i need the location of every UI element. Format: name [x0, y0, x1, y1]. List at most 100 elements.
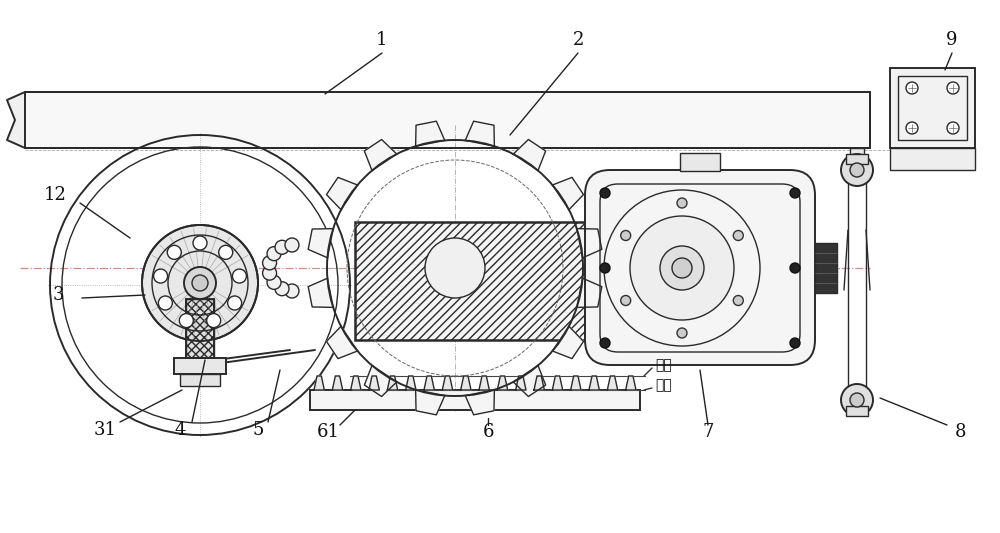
Polygon shape — [424, 376, 434, 390]
Bar — [355, 222, 645, 340]
Circle shape — [660, 246, 704, 290]
Polygon shape — [364, 366, 397, 397]
Polygon shape — [314, 376, 324, 390]
Circle shape — [677, 328, 687, 338]
Bar — [180, 374, 220, 386]
Text: 61: 61 — [316, 423, 340, 441]
Bar — [680, 153, 720, 171]
Circle shape — [621, 295, 631, 305]
Circle shape — [733, 295, 743, 305]
Circle shape — [790, 338, 800, 348]
Circle shape — [906, 82, 918, 94]
Circle shape — [790, 263, 800, 273]
Polygon shape — [326, 326, 358, 359]
Circle shape — [850, 393, 864, 407]
Text: 1: 1 — [376, 31, 388, 49]
Circle shape — [263, 266, 277, 280]
Text: 轨面: 轨面 — [655, 378, 672, 392]
Polygon shape — [577, 229, 602, 258]
Text: 2: 2 — [572, 31, 584, 49]
Bar — [174, 358, 226, 374]
Polygon shape — [577, 278, 602, 308]
Polygon shape — [465, 121, 494, 146]
Circle shape — [267, 276, 281, 289]
Circle shape — [841, 154, 873, 186]
Circle shape — [275, 240, 289, 254]
Circle shape — [947, 82, 959, 94]
Circle shape — [142, 225, 258, 341]
Polygon shape — [351, 376, 361, 390]
Circle shape — [733, 230, 743, 240]
Bar — [846, 406, 868, 416]
Bar — [186, 299, 214, 358]
Polygon shape — [308, 278, 333, 308]
Text: 4: 4 — [174, 421, 186, 439]
Text: 5: 5 — [252, 421, 264, 439]
Circle shape — [630, 216, 734, 320]
Text: 7: 7 — [702, 423, 714, 441]
Bar — [310, 390, 640, 410]
Circle shape — [677, 198, 687, 208]
Circle shape — [947, 122, 959, 134]
Polygon shape — [326, 177, 358, 209]
Polygon shape — [552, 177, 584, 209]
Polygon shape — [465, 390, 494, 415]
Bar — [815, 243, 837, 293]
Bar — [898, 76, 967, 140]
Polygon shape — [497, 376, 508, 390]
Bar — [890, 148, 975, 170]
Polygon shape — [607, 376, 618, 390]
Polygon shape — [552, 376, 563, 390]
Polygon shape — [308, 229, 333, 258]
Circle shape — [841, 384, 873, 416]
Text: 8: 8 — [954, 423, 966, 441]
Circle shape — [154, 269, 168, 283]
Circle shape — [600, 338, 610, 348]
Circle shape — [232, 269, 246, 283]
Polygon shape — [387, 376, 398, 390]
Circle shape — [158, 296, 172, 310]
Text: 6: 6 — [482, 423, 494, 441]
Circle shape — [193, 236, 207, 250]
Polygon shape — [369, 376, 379, 390]
Circle shape — [228, 296, 242, 310]
Circle shape — [906, 122, 918, 134]
Bar — [890, 68, 975, 148]
Polygon shape — [513, 366, 546, 397]
Polygon shape — [513, 140, 546, 171]
Bar — [186, 299, 214, 358]
Bar — [850, 148, 864, 170]
Circle shape — [263, 256, 277, 270]
Polygon shape — [534, 376, 544, 390]
Polygon shape — [7, 92, 25, 148]
Polygon shape — [406, 376, 416, 390]
Text: 31: 31 — [94, 421, 116, 439]
Polygon shape — [516, 376, 526, 390]
Circle shape — [790, 188, 800, 198]
Text: 12: 12 — [44, 186, 66, 204]
Polygon shape — [442, 376, 453, 390]
Bar — [25, 92, 870, 148]
Polygon shape — [571, 376, 581, 390]
Circle shape — [219, 245, 233, 260]
Text: 9: 9 — [946, 31, 958, 49]
Polygon shape — [552, 326, 584, 359]
Circle shape — [285, 284, 299, 298]
Polygon shape — [626, 376, 636, 390]
Polygon shape — [461, 376, 471, 390]
FancyBboxPatch shape — [585, 170, 815, 365]
Text: 齿顶: 齿顶 — [655, 358, 672, 372]
Text: 3: 3 — [52, 286, 64, 304]
Polygon shape — [416, 121, 445, 146]
Circle shape — [285, 238, 299, 252]
Circle shape — [600, 263, 610, 273]
Circle shape — [275, 282, 289, 296]
Circle shape — [600, 188, 610, 198]
Circle shape — [425, 238, 485, 298]
Polygon shape — [364, 140, 397, 171]
Circle shape — [207, 313, 221, 328]
Circle shape — [850, 163, 864, 177]
Circle shape — [192, 275, 208, 291]
Circle shape — [621, 230, 631, 240]
Polygon shape — [479, 376, 489, 390]
